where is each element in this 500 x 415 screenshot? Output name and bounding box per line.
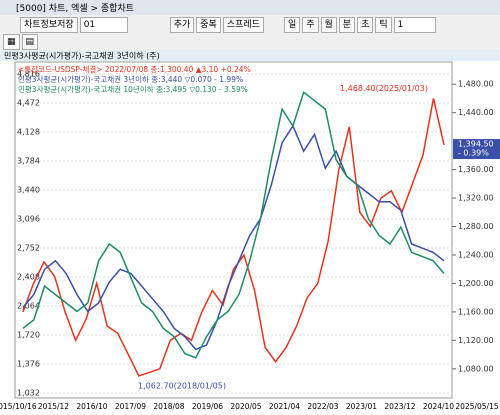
- y2-tick-label: 1,080.00: [458, 364, 494, 373]
- x-tick-label: 2023/01: [346, 402, 377, 411]
- y-tick-label: 1,376: [17, 360, 40, 369]
- period-button[interactable]: 주: [302, 16, 319, 33]
- x-tick-label: 2022/03: [307, 402, 338, 411]
- x-tick-label: 2023/12: [384, 402, 415, 411]
- x-tick-label: 2015/12: [38, 402, 69, 411]
- annotation: 1,062.70(2018/01/05): [138, 382, 226, 391]
- y2-tick-label: 1,280.00: [458, 222, 494, 231]
- y-tick-label: 2,408: [17, 273, 40, 282]
- y2-tick-label: 1,440.00: [458, 108, 494, 117]
- y2-tick-label: 1,480.00: [458, 80, 494, 89]
- period-button[interactable]: 초: [357, 16, 374, 33]
- period-button[interactable]: 일: [283, 16, 301, 33]
- y-tick-label: 4,472: [17, 99, 40, 108]
- chart-title: 민평3사평균(시가평가)-국고채권 3년이하 (주): [4, 51, 160, 61]
- add-button[interactable]: 추가: [169, 16, 195, 33]
- y2-tick-label: 1,200.00: [458, 279, 494, 288]
- y-tick-label: 3,440: [17, 186, 40, 195]
- y2-tick-label: 1,360.00: [458, 165, 494, 174]
- legend-entry: 민평3사평균(시가평가)-국고채권 3년이하 종:3,440 ▽0.070 - …: [18, 74, 243, 84]
- save-button[interactable]: 차트정보저장: [20, 16, 78, 33]
- series-line: [22, 98, 445, 377]
- overlap-button[interactable]: 중복: [196, 16, 221, 33]
- annotation: 1,468.40(2025/01/03): [340, 84, 428, 93]
- y-tick-label: 3,784: [17, 157, 40, 166]
- last-price-box: [453, 139, 500, 160]
- y-tick-label: 1,720: [17, 331, 40, 340]
- legend-entry: 민평3사평균(시가평가)-국고채권 10년이하 종:3,495 ▽0.130 -…: [18, 84, 248, 94]
- y-tick-label: 4,816: [17, 70, 40, 79]
- x-tick-label: 2024/10: [423, 402, 454, 411]
- y-tick-label: 2,064: [17, 302, 40, 311]
- chart-header: [0, 50, 500, 61]
- chart: 민평3사평균(시가평가)-국고채권 3년이하 (주) 1,032 1,376 1,7…: [0, 50, 500, 415]
- series-line: [22, 124, 445, 351]
- y-tick-label: 3,096: [17, 215, 40, 224]
- period-button[interactable]: 분: [338, 16, 356, 33]
- x-tick-label: 2015/10/16: [0, 402, 37, 411]
- period-button[interactable]: 틱: [375, 16, 392, 33]
- last-price: 1,394.50: [458, 140, 494, 149]
- spread-button[interactable]: 스프레드: [222, 16, 264, 33]
- y2-tick-label: 1,320.00: [458, 194, 494, 203]
- x-tick-label: 2021/04: [269, 402, 300, 411]
- x-tick-label: 2017/09: [115, 402, 146, 411]
- interval-select[interactable]: 1: [393, 16, 436, 33]
- x-tick-label: 2020/05: [230, 402, 261, 411]
- y-tick-label: 2,752: [17, 244, 40, 253]
- last-change: - 0.39%: [458, 149, 489, 158]
- toolbar-2: ▦ ▤: [0, 34, 500, 50]
- legend-entry: <통합코드-USDSP-체결> 2022/07/08 종:1,300.40 ▲3…: [18, 64, 251, 74]
- code-select[interactable]: 01: [79, 16, 128, 33]
- x-tick-label: 2018/08: [153, 402, 184, 411]
- x-tick-label: 2025/05/15: [455, 402, 498, 411]
- y-tick-label: 4,128: [17, 128, 40, 137]
- x-tick-label: 2016/10: [76, 402, 107, 411]
- window-title: [5000] 차트, 엑셀 > 종합차트: [16, 4, 135, 14]
- x-tick-label: 2019/06: [192, 402, 223, 411]
- y2-tick-label: 1,120.00: [458, 336, 494, 345]
- title-bar: [5000] 차트, 엑셀 > 종합차트: [0, 0, 500, 15]
- y2-tick-label: 1,160.00: [458, 307, 494, 316]
- plot-frame: [14, 61, 453, 399]
- y-tick-label: 1,032: [17, 389, 40, 398]
- period-button[interactable]: 월: [320, 16, 337, 33]
- series-line: [22, 90, 445, 359]
- y2-tick-label: 1,240.00: [458, 250, 494, 259]
